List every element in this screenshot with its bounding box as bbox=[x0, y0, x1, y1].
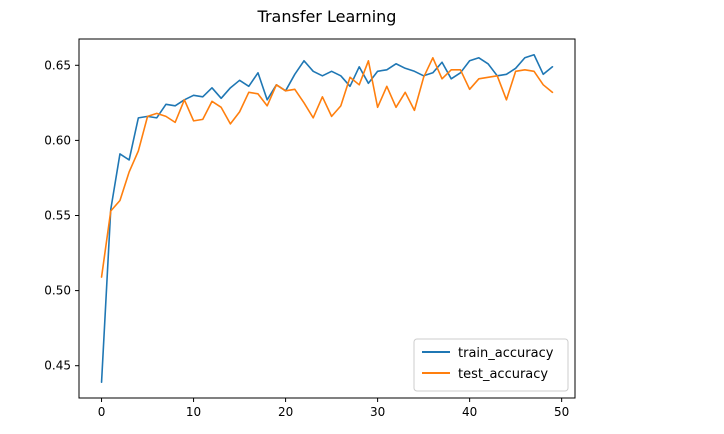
plot-area-frame bbox=[78, 38, 576, 399]
legend-label-test-accuracy: test_accuracy bbox=[458, 367, 548, 382]
x-tick-label: 50 bbox=[554, 405, 569, 419]
series-line-train-accuracy bbox=[100, 53, 554, 384]
series-layer bbox=[100, 53, 554, 384]
series-line-test-accuracy bbox=[100, 56, 554, 278]
x-tick-label: 20 bbox=[278, 405, 293, 419]
y-tick-label: 0.45 bbox=[44, 359, 71, 373]
y-tick-label: 0.60 bbox=[44, 133, 71, 147]
legend-box bbox=[413, 338, 569, 392]
legend-label-train-accuracy: train_accuracy bbox=[458, 346, 554, 361]
x-tick-label: 10 bbox=[186, 405, 201, 419]
y-tick-label: 0.55 bbox=[44, 208, 71, 222]
x-axis: 0 10 20 30 40 50 bbox=[98, 398, 569, 419]
y-tick-label: 0.65 bbox=[44, 58, 71, 72]
chart-title: Transfer Learning bbox=[257, 7, 397, 26]
x-tick-label: 30 bbox=[370, 405, 385, 419]
y-tick-label: 0.50 bbox=[44, 284, 71, 298]
y-axis: 0.45 0.50 0.55 0.60 0.65 bbox=[44, 58, 79, 373]
x-tick-label: 40 bbox=[462, 405, 477, 419]
legend: train_accuracy test_accuracy bbox=[413, 338, 569, 392]
x-tick-label: 0 bbox=[98, 405, 106, 419]
